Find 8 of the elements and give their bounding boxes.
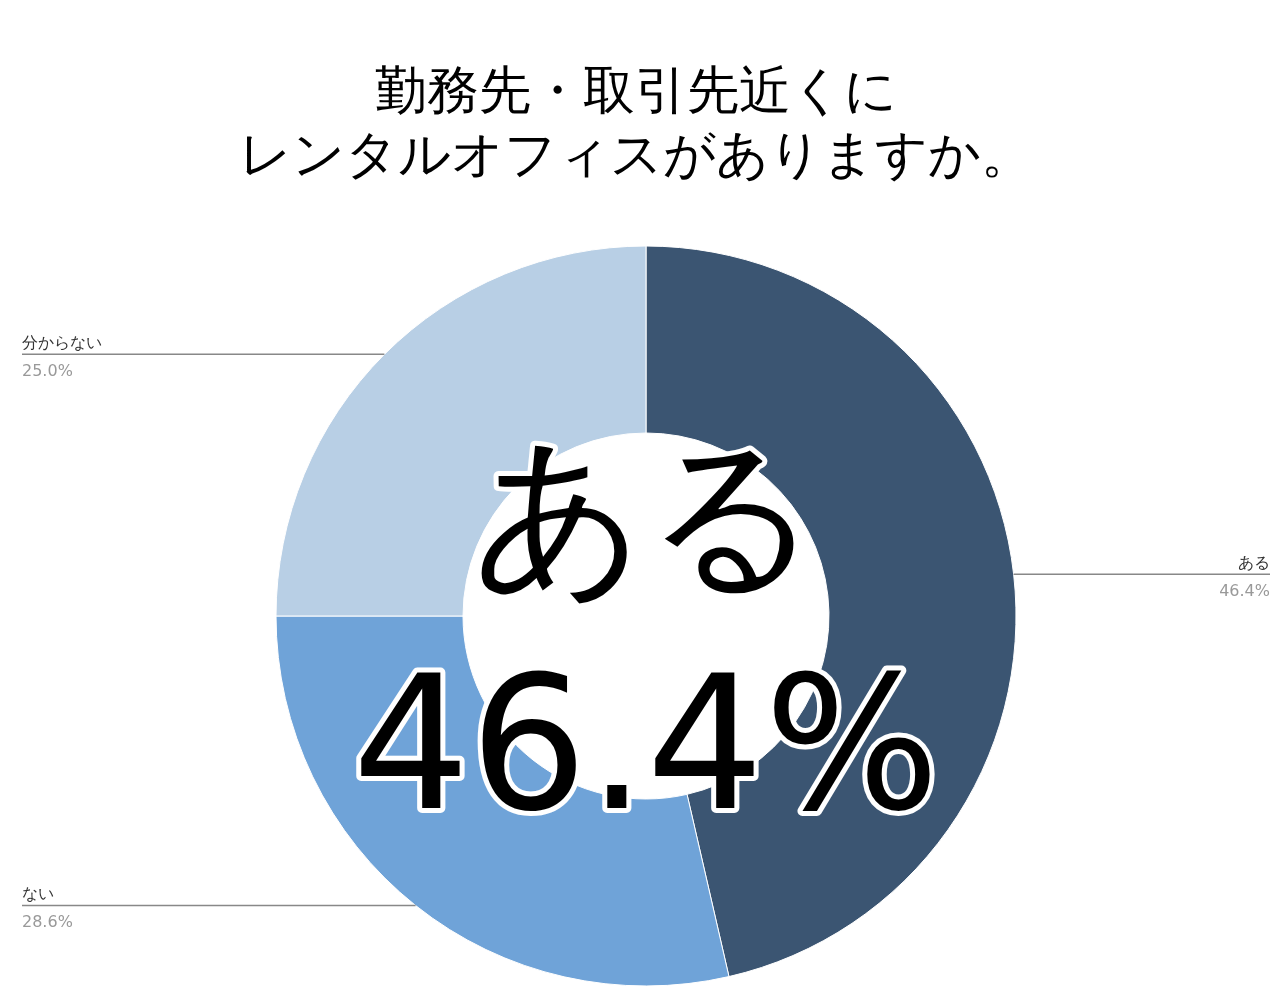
- slice-label: ある: [1238, 553, 1270, 573]
- slice-label: ない: [22, 884, 54, 904]
- slice-label: 分からない: [22, 333, 102, 353]
- chart-title: 勤務先・取引先近くにレンタルオフィスがありますか。: [239, 60, 1033, 184]
- data-label: 46.4%: [1219, 581, 1270, 601]
- data-label: 25.0%: [22, 361, 73, 381]
- data-label: 28.6%: [22, 912, 73, 932]
- text: ある: [472, 415, 820, 613]
